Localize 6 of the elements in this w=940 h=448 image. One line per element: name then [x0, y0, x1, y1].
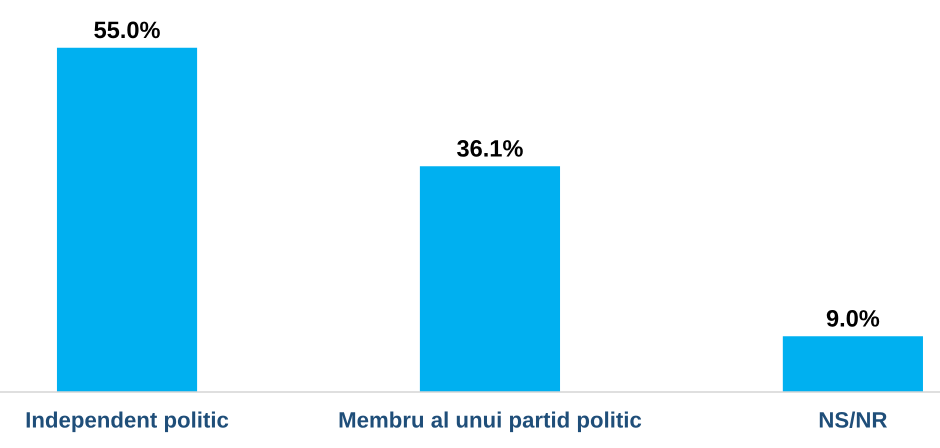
- x-tick-label: Independent politic: [26, 411, 228, 432]
- x-tick-label: NS/NR: [820, 411, 888, 428]
- data-label: 9.0%: [826, 310, 880, 327]
- data-label: 36.1%: [457, 140, 523, 157]
- data-label: 55.0%: [94, 22, 160, 38]
- x-tick-label: Membru al unui partid politic: [340, 411, 642, 432]
